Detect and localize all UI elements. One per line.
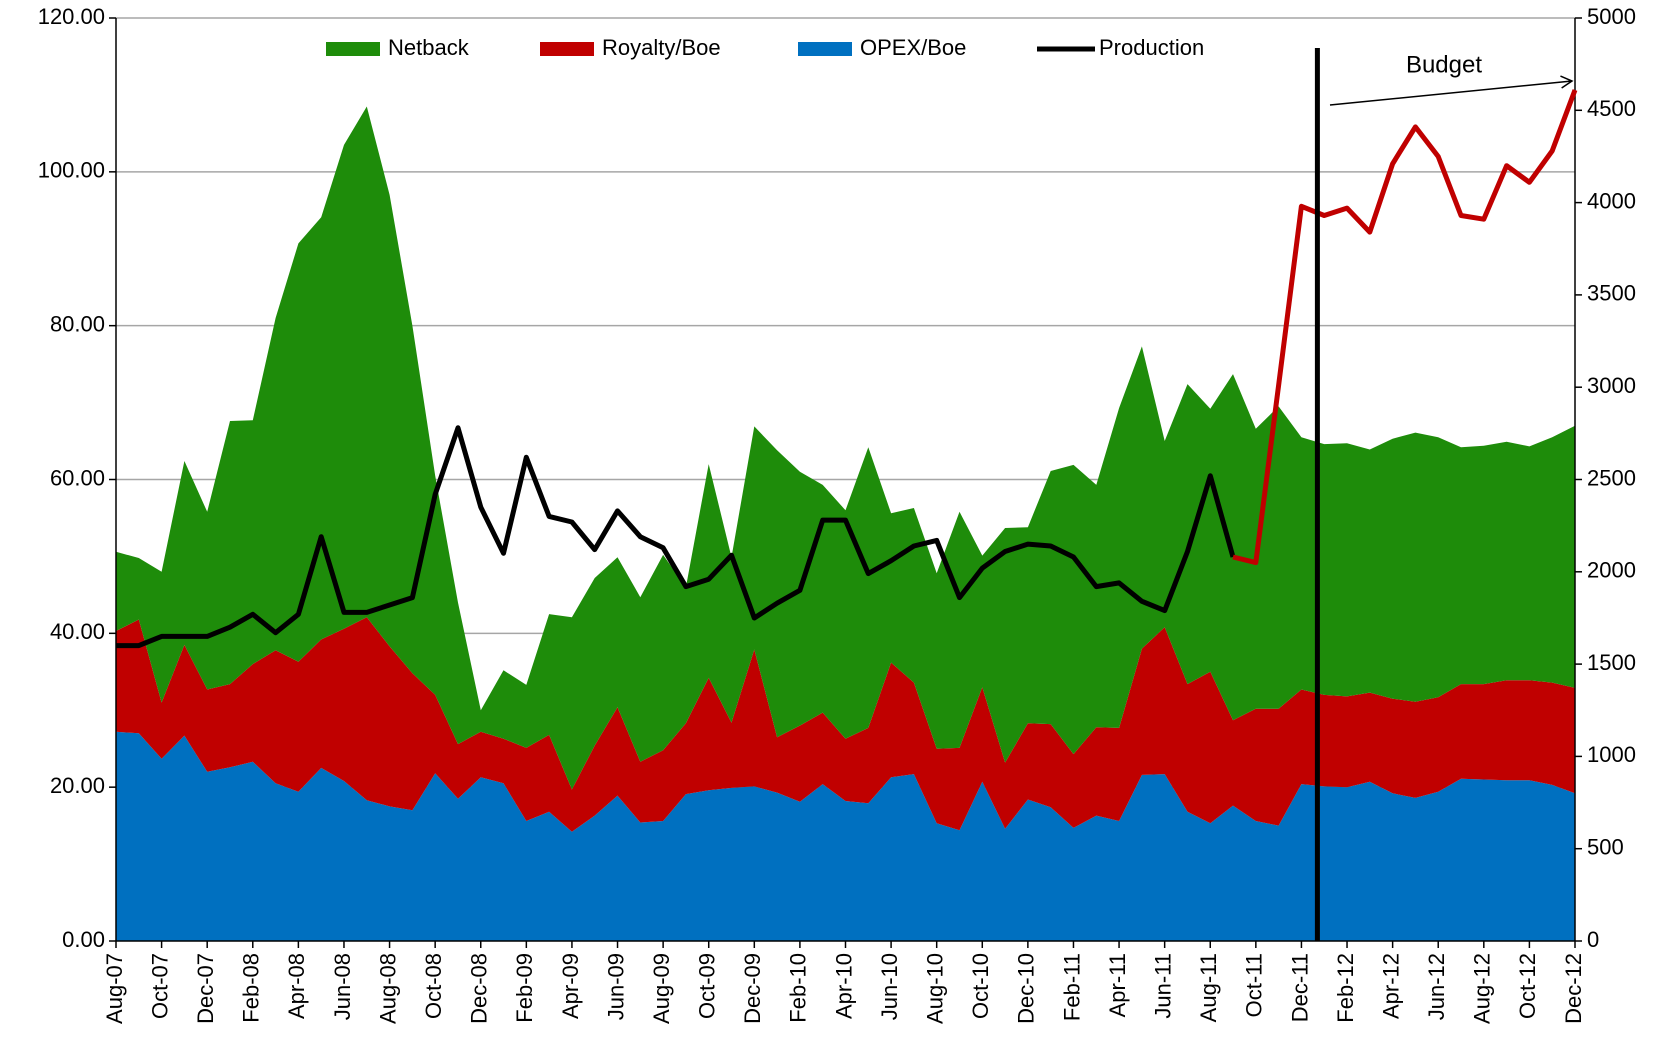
y-tick-label: 100.00 [38, 158, 105, 183]
x-tick-label: Feb-12 [1333, 953, 1358, 1023]
y2-tick-label: 2500 [1587, 465, 1636, 490]
y2-tick-label: 5000 [1587, 4, 1636, 29]
y-tick-label: 0.00 [62, 927, 105, 952]
x-tick-label: Dec-11 [1287, 953, 1312, 1022]
y2-tick-label: 1500 [1587, 650, 1636, 675]
x-tick-label: Feb-11 [1059, 953, 1084, 1021]
x-tick-label: Jun-10 [877, 953, 902, 1020]
x-tick-label: Oct-12 [1515, 953, 1540, 1019]
x-tick-label: Aug-08 [375, 953, 400, 1024]
y2-tick-label: 1000 [1587, 742, 1636, 767]
x-tick-label: Apr-09 [558, 953, 583, 1019]
x-tick-label: Dec-07 [193, 953, 218, 1024]
y-tick-label: 20.00 [50, 773, 105, 798]
x-tick-label: Feb-08 [239, 953, 264, 1023]
y2-tick-label: 3000 [1587, 373, 1636, 398]
legend-swatch [798, 42, 852, 56]
y2-tick-label: 2000 [1587, 558, 1636, 583]
y-tick-label: 60.00 [50, 465, 105, 490]
legend-swatch [326, 42, 380, 56]
x-tick-label: Aug-12 [1470, 953, 1495, 1024]
y-tick-label: 40.00 [50, 619, 105, 644]
budget-arrow [1329, 75, 1574, 106]
x-tick-label: Aug-09 [649, 953, 674, 1024]
x-tick-label: Feb-10 [786, 953, 811, 1023]
y2-tick-label: 0 [1587, 927, 1599, 952]
line [1232, 89, 1578, 566]
area [116, 731, 1575, 941]
x-tick-label: Jun-12 [1424, 953, 1449, 1020]
legend-swatch [540, 42, 594, 56]
x-tick-label: Dec-08 [467, 953, 492, 1024]
legend-label: Production [1099, 35, 1204, 60]
legend-label: OPEX/Boe [860, 35, 966, 60]
x-tick-label: Oct-11 [1242, 953, 1267, 1017]
annotation: Budget [1406, 51, 1482, 78]
y2-tick-label: 3500 [1587, 281, 1636, 306]
x-tick-label: Apr-11 [1105, 953, 1130, 1017]
x-tick-label: Dec-10 [1014, 953, 1039, 1024]
x-tick-label: Jun-08 [330, 953, 355, 1020]
x-tick-label: Aug-11 [1196, 953, 1221, 1022]
x-tick-label: Apr-10 [831, 953, 856, 1019]
legend-label: Royalty/Boe [602, 35, 721, 60]
x-tick-label: Oct-08 [421, 953, 446, 1019]
x-tick-label: Oct-10 [968, 953, 993, 1019]
x-tick-label: Aug-07 [102, 953, 127, 1024]
y-tick-label: 80.00 [50, 311, 105, 336]
x-tick-label: Dec-12 [1561, 953, 1586, 1024]
x-tick-label: Dec-09 [740, 953, 765, 1024]
x-tick-label: Oct-09 [695, 953, 720, 1019]
y2-tick-label: 4000 [1587, 188, 1636, 213]
legend-label: Netback [388, 35, 470, 60]
x-tick-label: Jun-09 [603, 953, 628, 1020]
x-tick-label: Apr-08 [284, 953, 309, 1019]
x-tick-label: Apr-12 [1378, 953, 1403, 1019]
x-tick-label: Oct-07 [147, 953, 172, 1019]
line [116, 425, 1236, 649]
area [116, 617, 1575, 832]
x-tick-label: Jun-11 [1150, 953, 1175, 1019]
y2-tick-label: 500 [1587, 835, 1624, 860]
y-tick-label: 120.00 [38, 4, 105, 29]
y2-tick-label: 4500 [1587, 96, 1636, 121]
x-tick-label: Feb-09 [512, 953, 537, 1023]
x-tick-label: Aug-10 [923, 953, 948, 1024]
area [116, 106, 1575, 790]
